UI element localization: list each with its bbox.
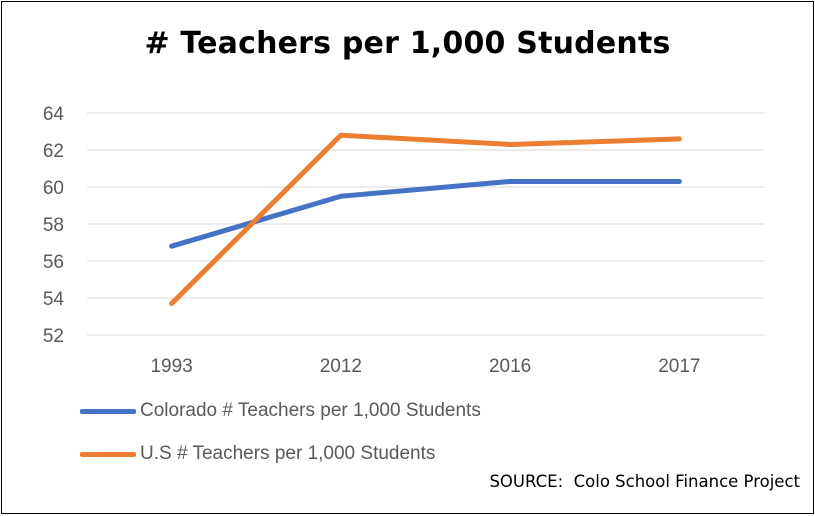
legend-label-colorado: Colorado # Teachers per 1,000 Students <box>140 400 481 421</box>
legend-swatch-colorado <box>80 408 136 414</box>
series-lines <box>169 132 682 307</box>
y-tick-label: 58 <box>43 215 64 236</box>
y-tick-label: 62 <box>43 141 64 162</box>
y-axis-ticks: 52 54 56 58 60 62 64 <box>43 104 65 347</box>
x-tick-label: 2012 <box>320 356 362 377</box>
series-line-colorado <box>169 178 682 249</box>
x-tick-label: 1993 <box>150 356 192 377</box>
y-tick-label: 64 <box>43 104 65 125</box>
y-tick-label: 52 <box>43 326 64 347</box>
y-tick-label: 60 <box>43 178 64 199</box>
x-axis-ticks: 1993 2012 2016 2017 <box>150 356 700 377</box>
y-tick-label: 56 <box>43 252 64 273</box>
chart-title: # Teachers per 1,000 Students <box>144 26 671 61</box>
gridlines <box>87 112 764 336</box>
y-tick-label: 54 <box>43 289 65 310</box>
x-tick-label: 2017 <box>658 356 700 377</box>
source-note: SOURCE: Colo School Finance Project <box>489 472 800 491</box>
legend-item-us: U.S # Teachers per 1,000 Students <box>80 441 435 467</box>
x-tick-label: 2016 <box>489 356 531 377</box>
legend-swatch-us <box>80 451 136 457</box>
legend-label-us: U.S # Teachers per 1,000 Students <box>140 443 436 464</box>
series-line-us <box>169 132 682 307</box>
legend-item-colorado: Colorado # Teachers per 1,000 Students <box>80 398 481 424</box>
